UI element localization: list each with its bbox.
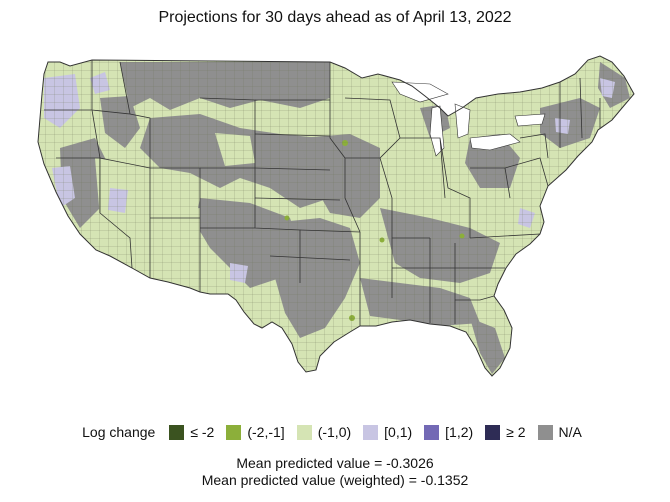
legend-item: (-2,-1]	[226, 424, 285, 440]
legend-label: ≤ -2	[190, 424, 215, 440]
legend-swatch	[485, 424, 501, 440]
legend-item: [1,2)	[424, 424, 473, 440]
legend-swatch	[296, 424, 312, 440]
legend-swatch	[363, 424, 379, 440]
legend-label: [0,1)	[384, 424, 413, 440]
mean-predicted-value: Mean predicted value = -0.3026	[236, 455, 434, 471]
map-title: Projections for 30 days ahead as of Apri…	[158, 9, 512, 26]
county-fills	[38, 56, 634, 376]
legend: Log change ≤ -2 (-2,-1] (-1,0) [0,1) [1,2) ≥ …	[0, 424, 670, 440]
legend-swatch	[424, 424, 440, 440]
legend-swatch	[537, 424, 553, 440]
legend-label: N/A	[558, 424, 582, 440]
legend-item: ≤ -2	[169, 424, 214, 440]
state-borders	[44, 60, 601, 328]
legend-item: ≥ 2	[485, 424, 526, 440]
legend-item: [0,1)	[363, 424, 412, 440]
us-county-map	[37, 55, 635, 377]
legend-item: (-1,0)	[296, 424, 352, 440]
legend-title: Log change	[82, 424, 156, 440]
legend-swatch	[169, 424, 185, 440]
legend-items: ≤ -2 (-2,-1] (-1,0) [0,1) [1,2) ≥ 2 N/A	[163, 424, 588, 440]
legend-label: [1,2)	[445, 424, 474, 440]
legend-label: (-1,0)	[317, 424, 352, 440]
great-lakes	[391, 81, 546, 157]
legend-item: N/A	[537, 424, 582, 440]
legend-label: ≥ 2	[506, 424, 526, 440]
legend-label: (-2,-1]	[247, 424, 285, 440]
summary-stats: Mean predicted value = -0.3026 Mean pred…	[0, 455, 670, 489]
legend-swatch	[226, 424, 242, 440]
mean-predicted-value-weighted: Mean predicted value (weighted) = -0.135…	[201, 472, 469, 488]
